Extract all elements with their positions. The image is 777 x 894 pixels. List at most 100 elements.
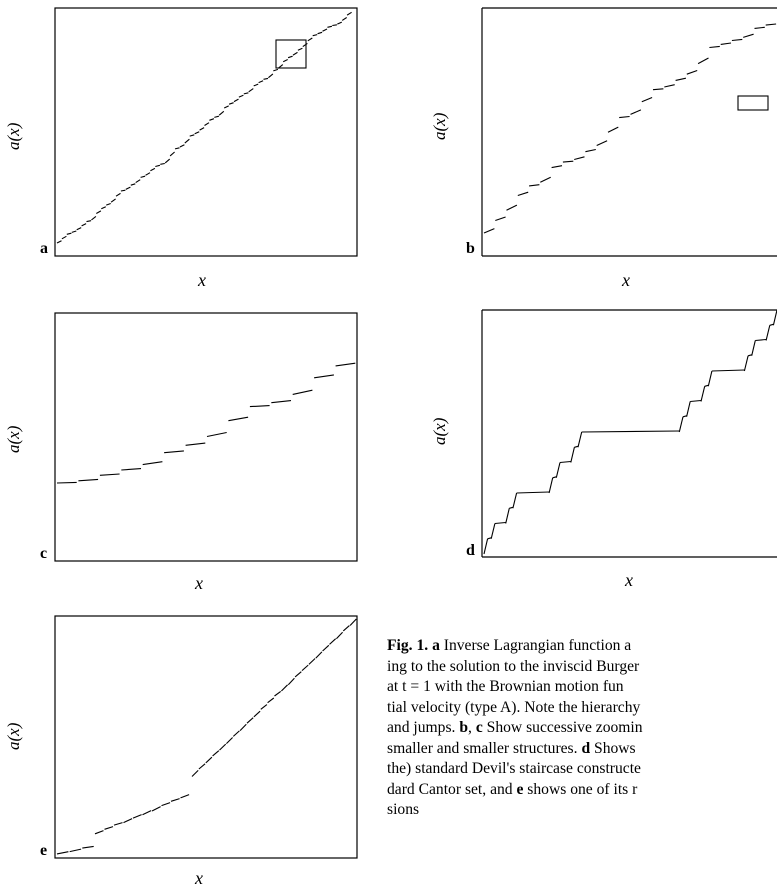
curve-segment bbox=[258, 80, 264, 84]
curve-segment bbox=[487, 537, 492, 540]
curve-segment bbox=[731, 38, 743, 42]
curve-segment bbox=[274, 690, 282, 697]
curve-segment bbox=[294, 671, 302, 678]
curve-segment bbox=[349, 618, 357, 626]
curve-segment bbox=[747, 354, 752, 357]
curve-segment bbox=[312, 34, 318, 37]
panel-b: a(x) x b bbox=[400, 0, 777, 300]
curve-segment bbox=[754, 26, 765, 29]
curve-segment bbox=[101, 206, 107, 210]
curve-segment bbox=[132, 814, 142, 819]
curve-segment bbox=[675, 77, 687, 81]
curve-segment bbox=[164, 450, 184, 454]
curve-segment bbox=[130, 183, 136, 186]
y-axis-label: a(x) bbox=[4, 722, 23, 750]
curve-segment bbox=[686, 401, 691, 417]
curve-segment bbox=[555, 462, 561, 478]
curve-segment bbox=[619, 115, 630, 119]
curve-segment bbox=[630, 109, 642, 115]
y-axis-label: a(x) bbox=[4, 425, 23, 453]
staircase-b bbox=[483, 23, 777, 234]
curve-segment bbox=[307, 37, 313, 42]
curve-segment bbox=[189, 134, 195, 137]
curve-segment bbox=[505, 508, 510, 524]
panel-letter: c bbox=[40, 545, 48, 562]
panel-letter: a bbox=[40, 240, 48, 257]
curve-segment bbox=[346, 11, 352, 16]
curve-segment bbox=[185, 442, 206, 446]
curve-segment bbox=[104, 826, 114, 830]
zoom-box bbox=[275, 39, 307, 69]
curve-segment bbox=[769, 323, 774, 326]
curve-segment bbox=[76, 227, 82, 231]
caption-line: smaller and smaller structures. d Shows bbox=[387, 739, 636, 757]
curve-segment bbox=[86, 220, 92, 223]
caption-line: tial velocity (type A). Note the hierarc… bbox=[387, 698, 641, 716]
curve-segment bbox=[315, 651, 323, 659]
curve-segment bbox=[91, 215, 97, 221]
curve-segment bbox=[577, 431, 583, 448]
curve-segment bbox=[282, 59, 288, 63]
curve-segment bbox=[268, 73, 274, 79]
curve-segment bbox=[267, 697, 275, 704]
curve-segment bbox=[164, 158, 171, 164]
curve-segment bbox=[204, 122, 210, 126]
curve-segment bbox=[483, 228, 495, 234]
curve-segment bbox=[292, 389, 313, 395]
curve-segment bbox=[232, 730, 240, 737]
curve-segment bbox=[161, 802, 171, 807]
curve-segment bbox=[228, 102, 234, 105]
curve-segment bbox=[332, 24, 337, 27]
curve-segment bbox=[686, 69, 698, 75]
curve-segment bbox=[56, 240, 62, 244]
curve-segment bbox=[297, 47, 303, 51]
curve-segment bbox=[337, 21, 343, 25]
curve-segment bbox=[191, 770, 199, 777]
curve-segment bbox=[322, 28, 328, 32]
curve-segment bbox=[562, 160, 574, 163]
curve-segment bbox=[755, 338, 767, 342]
curve-segment bbox=[71, 230, 77, 233]
curve-segment bbox=[115, 192, 121, 197]
x-axis-label: x bbox=[198, 270, 206, 290]
curve-segment bbox=[66, 232, 72, 235]
curve-segment bbox=[253, 83, 259, 87]
curve-segment bbox=[249, 405, 270, 408]
curve-segment bbox=[581, 430, 680, 433]
panel-letter: b bbox=[466, 240, 475, 257]
curve-segment bbox=[121, 468, 142, 471]
x-axis-label: x bbox=[195, 868, 203, 888]
staircase-d bbox=[483, 309, 777, 555]
curve-segment bbox=[155, 164, 161, 168]
curve-segment bbox=[205, 756, 213, 764]
curve-segment bbox=[180, 794, 190, 799]
curve-segment bbox=[273, 68, 279, 72]
curve-segment bbox=[494, 521, 506, 525]
caption-line: sions bbox=[387, 801, 420, 818]
curve-segment bbox=[707, 370, 713, 387]
curve-segment bbox=[495, 216, 506, 222]
x-axis-label: x bbox=[622, 270, 630, 290]
curve-segment bbox=[596, 140, 608, 147]
curve-segment bbox=[99, 473, 120, 476]
curve-segment bbox=[690, 399, 702, 403]
curve-segment bbox=[342, 625, 350, 632]
curve-segment bbox=[179, 144, 185, 148]
curve-segment bbox=[516, 491, 550, 494]
curve-segment bbox=[314, 374, 334, 379]
curve-segment bbox=[218, 110, 225, 116]
curve-segment bbox=[483, 538, 489, 555]
curve-segment bbox=[570, 447, 575, 463]
curve-segment bbox=[490, 523, 496, 539]
curve-segment bbox=[135, 179, 141, 184]
curve-segment bbox=[506, 204, 518, 211]
curve-segment bbox=[198, 763, 206, 770]
curve-segment bbox=[308, 658, 316, 665]
plot-d bbox=[481, 309, 777, 558]
caption-line: the) standard Devil's staircase construc… bbox=[387, 760, 641, 777]
panel-d: a(x) x d bbox=[400, 300, 777, 600]
curve-segment bbox=[150, 167, 156, 172]
curve-segment bbox=[248, 88, 254, 93]
curve-segment bbox=[106, 202, 111, 206]
curve-segment bbox=[574, 156, 585, 161]
